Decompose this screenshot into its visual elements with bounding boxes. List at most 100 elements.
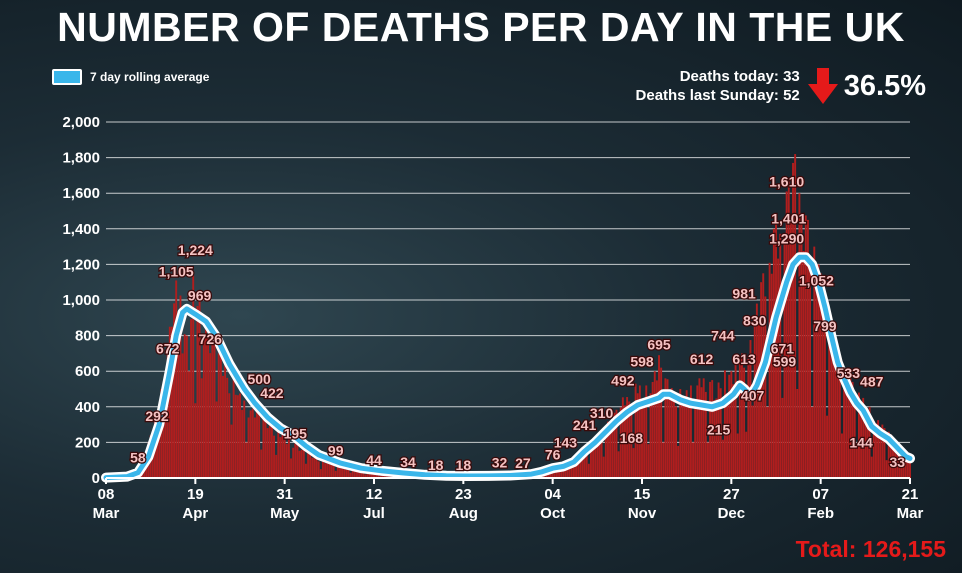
daily-death-bar (660, 367, 663, 478)
daily-death-bar (339, 464, 341, 478)
daily-death-bar (619, 407, 622, 478)
daily-death-bar (611, 425, 614, 478)
death-stats-panel: Deaths today: 33 Deaths last Sunday: 52 … (636, 66, 926, 106)
daily-death-bar (232, 371, 235, 478)
daily-death-bar (638, 385, 641, 478)
daily-death-bar (304, 463, 307, 478)
daily-death-bar (655, 380, 658, 478)
daily-death-bar (326, 461, 329, 478)
data-label: 744 (711, 328, 735, 344)
daily-death-bar (379, 475, 382, 478)
daily-death-bar (315, 456, 318, 478)
daily-death-bar (585, 451, 588, 478)
daily-death-bar (896, 446, 899, 478)
daily-death-bar (226, 377, 229, 478)
data-label: 500 (247, 371, 271, 387)
daily-death-bar (328, 461, 331, 478)
daily-death-bar (634, 383, 637, 478)
data-label: 726 (199, 331, 223, 347)
daily-death-bar (236, 395, 239, 478)
daily-death-bar (679, 389, 682, 478)
data-label: 1,224 (178, 242, 213, 258)
daily-death-bar (224, 362, 227, 478)
daily-death-bar (909, 460, 911, 478)
daily-death-bar (904, 458, 907, 478)
daily-death-bar (700, 387, 703, 478)
daily-death-bar (675, 406, 677, 478)
daily-death-bar (672, 401, 675, 478)
daily-death-bar (849, 378, 852, 478)
daily-death-bar (738, 359, 741, 478)
daily-death-bar (615, 409, 618, 478)
daily-death-bar (751, 405, 754, 478)
daily-death-bar (181, 353, 184, 478)
data-label: 215 (707, 422, 731, 438)
daily-death-bar (258, 406, 261, 478)
y-tick-label: 1,800 (62, 150, 100, 167)
daily-death-bar (883, 428, 886, 478)
daily-death-bar (353, 468, 356, 478)
daily-death-bar (860, 407, 863, 478)
data-label: 32 (492, 454, 508, 470)
daily-death-bar (853, 399, 856, 478)
daily-death-bar (817, 264, 820, 478)
data-label: 799 (813, 318, 837, 334)
daily-death-bar (857, 392, 860, 478)
daily-death-bar (870, 456, 873, 478)
daily-death-bar (785, 191, 788, 479)
daily-death-bar (336, 466, 339, 478)
daily-death-bar (804, 215, 807, 478)
daily-death-bar (592, 444, 595, 478)
deaths-today: Deaths today: 33 (679, 68, 800, 85)
daily-death-bar (609, 422, 612, 478)
daily-death-bar (162, 384, 165, 478)
daily-death-bar (802, 251, 805, 478)
daily-death-bar (681, 403, 684, 478)
daily-death-bar (234, 394, 237, 478)
daily-death-bar (879, 429, 882, 478)
daily-death-bar (732, 384, 735, 478)
daily-death-bar (792, 162, 794, 478)
daily-death-bar (572, 467, 575, 478)
legend-label: 7 day rolling average (90, 70, 210, 84)
daily-death-bar (709, 381, 712, 478)
deaths-last-sunday: Deaths last Sunday: 52 (635, 87, 800, 104)
daily-death-bar (649, 393, 652, 478)
x-tick-label-day: 31 (276, 486, 293, 503)
data-label: 672 (156, 340, 180, 356)
daily-death-bar (194, 403, 197, 478)
daily-death-bar (613, 412, 616, 478)
daily-death-bar (658, 355, 660, 478)
daily-death-bar (745, 431, 748, 478)
daily-death-bar (626, 397, 629, 478)
daily-death-bar (294, 443, 297, 478)
daily-death-bar (726, 393, 729, 478)
daily-death-bar (813, 246, 816, 478)
chart-legend: 7 day rolling average (52, 68, 209, 86)
x-tick-label-day: 19 (187, 486, 204, 503)
daily-death-bar (862, 397, 865, 478)
x-tick-label-day: 23 (455, 486, 472, 503)
daily-death-bar (202, 338, 205, 478)
daily-death-bar (577, 455, 580, 478)
arrow-down-icon (807, 68, 838, 104)
daily-death-bar (898, 450, 901, 478)
data-label: 292 (145, 408, 169, 424)
data-label: 599 (773, 353, 797, 369)
daily-death-bar (847, 390, 850, 478)
daily-death-bar (685, 390, 688, 478)
daily-death-bar (636, 393, 639, 478)
data-label: 487 (860, 373, 884, 389)
daily-death-bar (277, 430, 280, 478)
daily-death-bar (781, 397, 784, 478)
daily-death-bar (324, 463, 327, 478)
x-tick-label-month: Mar (93, 505, 120, 522)
data-label: 1,401 (771, 211, 806, 227)
x-tick-label-month: Aug (449, 505, 478, 522)
data-label: 830 (743, 312, 767, 328)
daily-death-bar (653, 371, 656, 478)
daily-death-bar (772, 228, 775, 478)
data-label: 1,610 (769, 173, 804, 189)
daily-death-bar (558, 470, 561, 478)
